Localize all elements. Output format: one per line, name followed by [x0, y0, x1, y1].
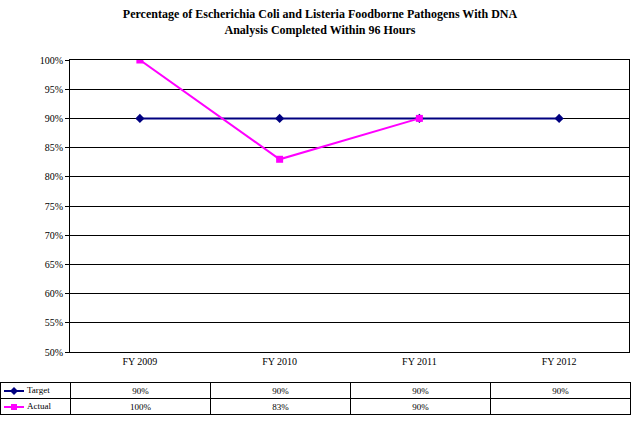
html-text:Percentage of Escherichia Coli: Percentage of Escherichia Coli and Liste… [122, 7, 518, 37]
html-text:90%: 90% [412, 401, 429, 412]
svg-text:85%: 85% [45, 142, 63, 153]
html-text:Actual: Actual [27, 401, 51, 411]
svg-text:75%: 75% [45, 201, 63, 212]
svg-text:70%: 70% [45, 230, 63, 241]
svg-text:95%: 95% [45, 84, 63, 95]
svg-text:90%: 90% [45, 113, 63, 124]
svg-text:55%: 55% [45, 317, 63, 328]
html-text:90%: 90% [132, 385, 149, 396]
html-text:100%: 100% [130, 401, 151, 412]
svg-text:60%: 60% [45, 288, 63, 299]
html-text:90%: 90% [412, 385, 429, 396]
html-text:90%: 90% [552, 385, 569, 396]
html-text:Target: Target [27, 385, 50, 395]
svg-text:65%: 65% [45, 259, 63, 270]
svg-text:FY 2009: FY 2009 [122, 356, 157, 367]
svg-text:FY 2011: FY 2011 [402, 356, 437, 367]
svg-text:80%: 80% [45, 171, 63, 182]
html-text:83%: 83% [272, 401, 289, 412]
svg-text:FY 2012: FY 2012 [542, 356, 577, 367]
svg-text:100%: 100% [40, 55, 63, 66]
svg-text:50%: 50% [45, 347, 63, 358]
svg-text:FY 2010: FY 2010 [262, 356, 297, 367]
html-text:90%: 90% [272, 385, 289, 396]
